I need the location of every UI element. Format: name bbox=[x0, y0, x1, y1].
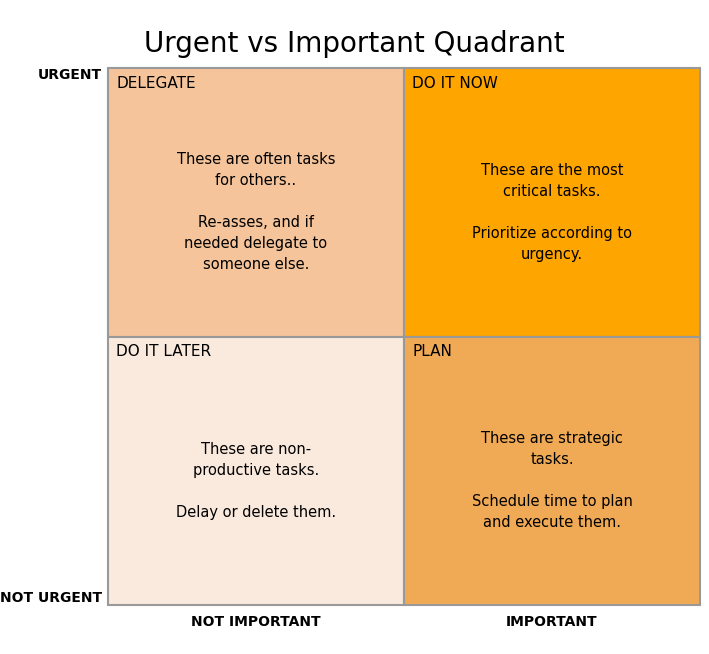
Text: These are non-
productive tasks.

Delay or delete them.: These are non- productive tasks. Delay o… bbox=[176, 441, 336, 520]
Text: NOT IMPORTANT: NOT IMPORTANT bbox=[191, 615, 320, 629]
Text: DELEGATE: DELEGATE bbox=[116, 76, 196, 91]
Text: These are strategic
tasks.

Schedule time to plan
and execute them.: These are strategic tasks. Schedule time… bbox=[471, 431, 632, 530]
Text: These are the most
critical tasks.

Prioritize according to
urgency.: These are the most critical tasks. Prior… bbox=[472, 163, 632, 262]
Bar bbox=[404, 337, 700, 605]
Text: DO IT LATER: DO IT LATER bbox=[116, 345, 211, 360]
Text: Urgent vs Important Quadrant: Urgent vs Important Quadrant bbox=[144, 30, 565, 58]
Text: IMPORTANT: IMPORTANT bbox=[506, 615, 598, 629]
Bar bbox=[108, 68, 404, 337]
Text: NOT URGENT: NOT URGENT bbox=[0, 591, 102, 605]
Bar bbox=[404, 68, 700, 337]
Text: These are often tasks
for others..

Re-asses, and if
needed delegate to
someone : These are often tasks for others.. Re-as… bbox=[177, 152, 335, 272]
Text: URGENT: URGENT bbox=[38, 68, 102, 82]
Text: PLAN: PLAN bbox=[412, 345, 452, 360]
Text: DO IT NOW: DO IT NOW bbox=[412, 76, 498, 91]
Bar bbox=[108, 337, 404, 605]
